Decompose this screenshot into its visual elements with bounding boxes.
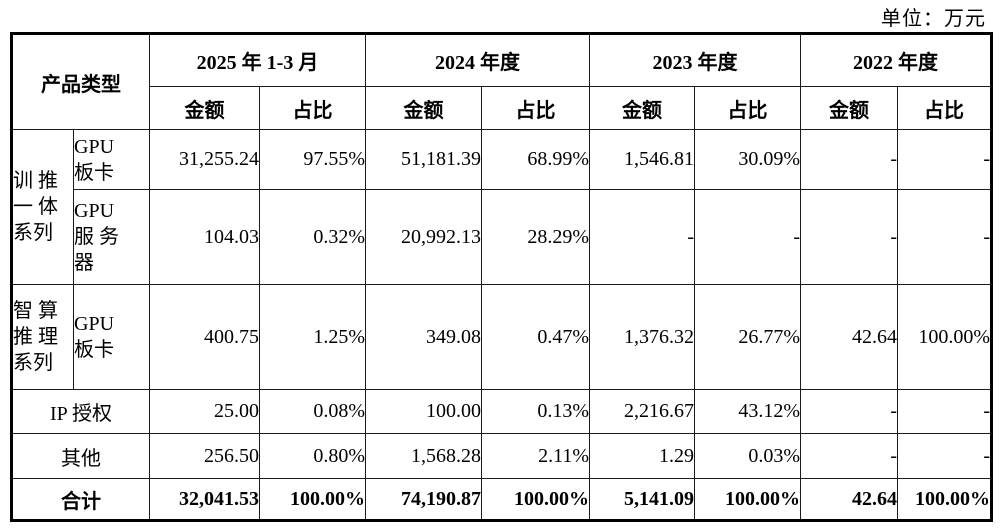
- amount-cell: 1,568.28: [365, 433, 483, 479]
- ratio-cell: -: [897, 433, 993, 479]
- ratio-cell: 0.47%: [481, 284, 591, 390]
- ratio-cell: 100.00%: [897, 284, 993, 390]
- amount-cell: -: [800, 189, 899, 285]
- ratio-cell: 0.13%: [481, 389, 591, 434]
- ratio-cell: -: [897, 389, 993, 434]
- amount-header-cell: 金额: [365, 86, 483, 130]
- amount-cell: -: [589, 189, 696, 285]
- ratio-cell: 100.00%: [258, 478, 367, 521]
- ratio-cell: 100.00%: [694, 478, 802, 521]
- row-label-other: 其他: [11, 433, 150, 479]
- unit-label: 单位：万元: [881, 8, 986, 30]
- amount-cell: -: [800, 433, 899, 479]
- amount-cell: 32,041.53: [149, 478, 260, 521]
- ratio-cell: 26.77%: [694, 284, 802, 390]
- amount-cell: 20,992.13: [365, 189, 483, 285]
- amount-cell: 31,255.24: [149, 129, 260, 190]
- amount-cell: -: [800, 389, 899, 434]
- amount-cell: 5,141.09: [589, 478, 696, 521]
- ratio-header-cell: 占比: [897, 86, 993, 130]
- product-cell-gpu-server: GPU 服 务 器: [73, 189, 150, 285]
- amount-cell: 104.03: [149, 189, 260, 285]
- period-header-2023: 2023 年度: [589, 33, 802, 87]
- ratio-cell: 68.99%: [481, 129, 591, 190]
- amount-header-cell: 金额: [589, 86, 696, 130]
- ratio-header-cell: 占比: [258, 86, 367, 130]
- ratio-cell: 100.00%: [897, 478, 993, 521]
- amount-cell: 42.64: [800, 284, 899, 390]
- amount-cell: -: [800, 129, 899, 190]
- amount-cell: 349.08: [365, 284, 483, 390]
- ratio-cell: 0.32%: [258, 189, 367, 285]
- series-cell-smart-inference: 智 算 推 理 系列: [11, 284, 74, 390]
- amount-cell: 25.00: [149, 389, 260, 434]
- ratio-cell: 100.00%: [481, 478, 591, 521]
- ratio-cell: 43.12%: [694, 389, 802, 434]
- series-cell-training-inference: 训 推 一 体 系列: [11, 129, 74, 285]
- amount-header-cell: 金额: [800, 86, 899, 130]
- amount-header-cell: 金额: [149, 86, 260, 130]
- product-revenue-table: 产品类型 2025 年 1-3 月 2024 年度 2023 年度 2022 年…: [10, 32, 994, 522]
- ratio-cell: 97.55%: [258, 129, 367, 190]
- amount-cell: 1,546.81: [589, 129, 696, 190]
- ratio-cell: -: [897, 189, 993, 285]
- amount-cell: 1.29: [589, 433, 696, 479]
- amount-cell: 400.75: [149, 284, 260, 390]
- product-cell-gpu-board: GPU 板卡: [73, 284, 150, 390]
- period-header-2025: 2025 年 1-3 月: [148, 33, 367, 87]
- amount-cell: 100.00: [365, 389, 483, 434]
- amount-cell: 51,181.39: [365, 129, 483, 190]
- ratio-cell: 28.29%: [481, 189, 591, 285]
- ratio-cell: 0.08%: [258, 389, 367, 434]
- ratio-cell: -: [694, 189, 802, 285]
- period-header-2024: 2024 年度: [365, 33, 591, 87]
- period-header-2022: 2022 年度: [800, 33, 993, 87]
- ratio-cell: 0.80%: [258, 433, 367, 479]
- amount-cell: 74,190.87: [365, 478, 483, 521]
- ratio-cell: 1.25%: [258, 284, 367, 390]
- amount-cell: 1,376.32: [589, 284, 696, 390]
- ratio-cell: 0.03%: [694, 433, 802, 479]
- row-label-ip-license: IP 授权: [11, 389, 150, 434]
- row-label-total: 合计: [11, 478, 150, 521]
- ratio-cell: -: [897, 129, 993, 190]
- amount-cell: 2,216.67: [589, 389, 696, 434]
- product-cell-gpu-board: GPU 板卡: [73, 129, 150, 190]
- ratio-header-cell: 占比: [694, 86, 802, 130]
- amount-cell: 42.64: [800, 478, 899, 521]
- ratio-header-cell: 占比: [481, 86, 591, 130]
- corner-header-cell: 产品类型: [11, 33, 150, 130]
- amount-cell: 256.50: [149, 433, 260, 479]
- ratio-cell: 30.09%: [694, 129, 802, 190]
- ratio-cell: 2.11%: [481, 433, 591, 479]
